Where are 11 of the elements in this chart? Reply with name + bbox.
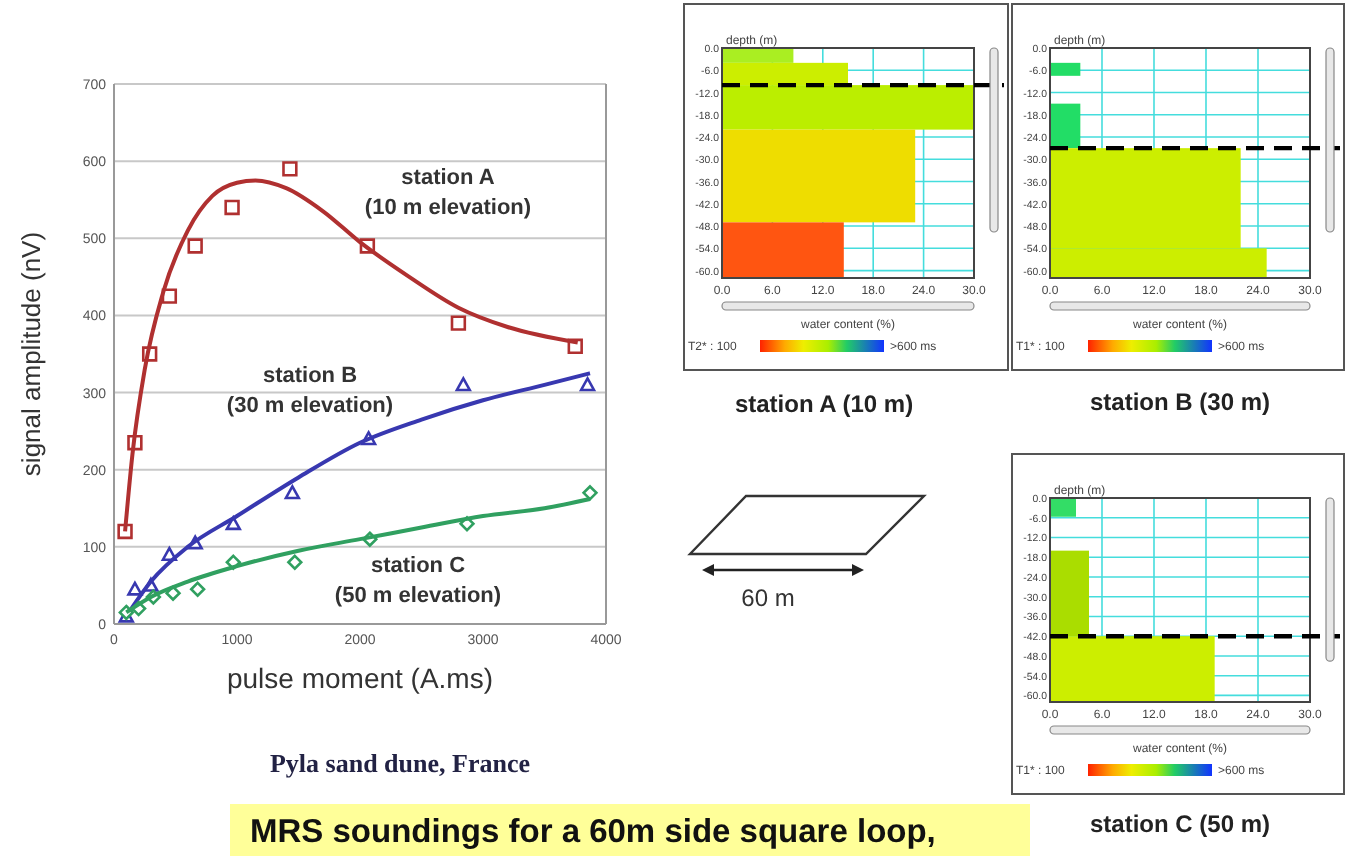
series-label: station C (50 m elevation) — [334, 554, 502, 608]
series-label: station A (10 m elevation) — [364, 166, 532, 220]
text: Pyla sand dune, France — [269, 748, 531, 778]
text: MRS soundings for a 60m side square loop, — [250, 814, 936, 850]
text: station C (50 m) — [1089, 810, 1271, 838]
text: station A (10 m) — [734, 390, 914, 418]
text: station B (30 m) — [1089, 388, 1271, 416]
x-axis-title: pulse moment (A.ms) — [226, 662, 494, 694]
y-axis-title: signal amplitude (nV) — [16, 231, 46, 477]
series-label: station B (30 m elevation) — [226, 364, 394, 418]
text: 60 m — [741, 584, 795, 612]
